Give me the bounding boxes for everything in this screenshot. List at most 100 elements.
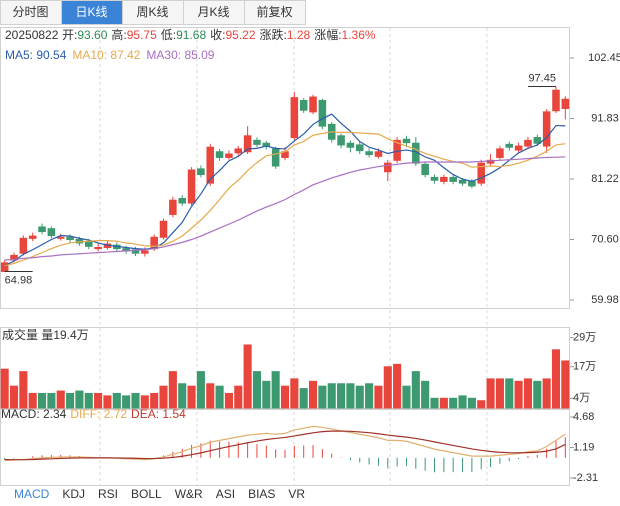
candle-body xyxy=(47,228,56,237)
volume-bar xyxy=(75,390,84,409)
info-value: 1.28 xyxy=(287,28,311,42)
tab[interactable] xyxy=(183,0,245,25)
main-frame xyxy=(0,27,570,309)
info-label: 涨跌: xyxy=(260,27,287,42)
candle-body xyxy=(271,148,280,167)
y-tick-label: 29万 xyxy=(573,332,596,344)
y-tick-label: 91.83 xyxy=(591,112,619,124)
volume-bar xyxy=(215,385,224,409)
y-tick-label: 4.68 xyxy=(573,411,594,423)
indicator-tab[interactable]: RSI xyxy=(98,487,118,501)
candle-body xyxy=(402,138,411,144)
volume-bar xyxy=(467,397,476,409)
candle-body xyxy=(430,176,439,181)
volume-bar xyxy=(243,344,252,409)
volume-bar xyxy=(439,397,448,409)
volume-bar xyxy=(280,385,290,409)
candle-body xyxy=(337,135,345,146)
volume-bar xyxy=(178,383,187,409)
tab[interactable] xyxy=(244,0,306,25)
info-value: 93.60 xyxy=(77,28,107,42)
candle-body xyxy=(374,151,383,157)
candle-body xyxy=(38,226,46,233)
indicator-tab[interactable]: ASI xyxy=(216,487,235,501)
info-label: 高: xyxy=(111,27,126,42)
tab-label[interactable]: 分时图 xyxy=(12,5,48,19)
legend-entry: MA10: 87.42 xyxy=(72,48,140,62)
volume-bar xyxy=(374,385,383,409)
info-label: 低: xyxy=(161,28,176,42)
indicator-tab[interactable]: BIAS xyxy=(248,487,275,501)
ma-line xyxy=(4,113,566,267)
legend-entry: MA30: 85.09 xyxy=(146,48,214,62)
candle-body xyxy=(66,236,74,241)
max-label: 97.45 xyxy=(528,72,556,84)
indicator-tab[interactable]: VR xyxy=(288,487,305,501)
tab-label[interactable]: 前复权 xyxy=(256,4,292,19)
volume-bar xyxy=(411,371,420,409)
volume-bar xyxy=(28,392,37,409)
volume-bar xyxy=(271,371,280,409)
vertical-grid xyxy=(99,28,488,485)
volume-bar xyxy=(112,392,121,409)
candle-body xyxy=(468,180,476,187)
candle-body xyxy=(458,179,467,184)
volume-bar xyxy=(337,383,346,409)
tab-label[interactable]: 日K线 xyxy=(75,5,107,19)
volume-bar xyxy=(290,378,299,409)
tab-label[interactable]: 月K线 xyxy=(197,5,229,19)
info-label: 涨幅: xyxy=(314,27,341,42)
volume-bar xyxy=(103,395,112,409)
volume-bar xyxy=(477,400,486,409)
volume-bar xyxy=(159,385,168,409)
candle-body xyxy=(85,241,93,247)
volume-bar xyxy=(187,385,196,409)
indicator-tab[interactable]: BOLL xyxy=(131,487,162,501)
candle-body xyxy=(234,148,243,154)
volume-bar xyxy=(355,385,364,409)
volume-bar xyxy=(346,383,355,409)
y-tick-label: 81.22 xyxy=(591,173,619,185)
volume-title: 成交量 量19.4万 xyxy=(2,327,89,342)
candle-body xyxy=(94,246,102,250)
candle-body xyxy=(346,142,355,148)
candle-body xyxy=(561,98,570,109)
candle-body xyxy=(421,163,429,176)
volume-bar xyxy=(458,395,467,409)
candle-body xyxy=(290,97,299,139)
candle-body xyxy=(253,139,261,145)
tab[interactable] xyxy=(122,0,184,25)
volume-bar xyxy=(47,392,56,409)
volume-bar xyxy=(196,371,205,409)
volume-bar xyxy=(486,378,495,409)
indicator-tab[interactable]: KDJ xyxy=(62,487,85,501)
volume-bar xyxy=(224,392,233,409)
indicator-tab[interactable]: W&R xyxy=(175,487,203,501)
volume-bar xyxy=(551,349,561,409)
candle-body xyxy=(514,145,523,151)
volume-bar xyxy=(308,380,318,409)
candle-body xyxy=(28,235,37,239)
volume-bar xyxy=(131,392,140,409)
candle-body xyxy=(169,199,177,215)
volume-bar xyxy=(168,371,177,409)
indicator-tab[interactable]: MACD xyxy=(14,487,50,501)
y-tick-label: 59.98 xyxy=(591,294,619,306)
tab-label[interactable]: 周K线 xyxy=(136,5,168,19)
volume-bar xyxy=(402,385,411,409)
volume-bar xyxy=(252,371,262,409)
volume-bar xyxy=(505,378,514,409)
volume-bar xyxy=(449,397,458,409)
info-value: 95.22 xyxy=(225,28,255,42)
volume-bar xyxy=(318,385,327,409)
candle-body xyxy=(542,111,551,147)
candle-body xyxy=(197,168,205,176)
volume-bar xyxy=(327,383,336,409)
candle-body xyxy=(225,153,233,158)
info-line: 开:93.60 高:95.75 低:91.68 收:95.22 涨跌:1.28 涨幅:1.… xyxy=(62,27,376,42)
info-label: 开: xyxy=(62,28,77,42)
ma-line xyxy=(4,156,566,261)
volume-bar xyxy=(365,383,374,409)
